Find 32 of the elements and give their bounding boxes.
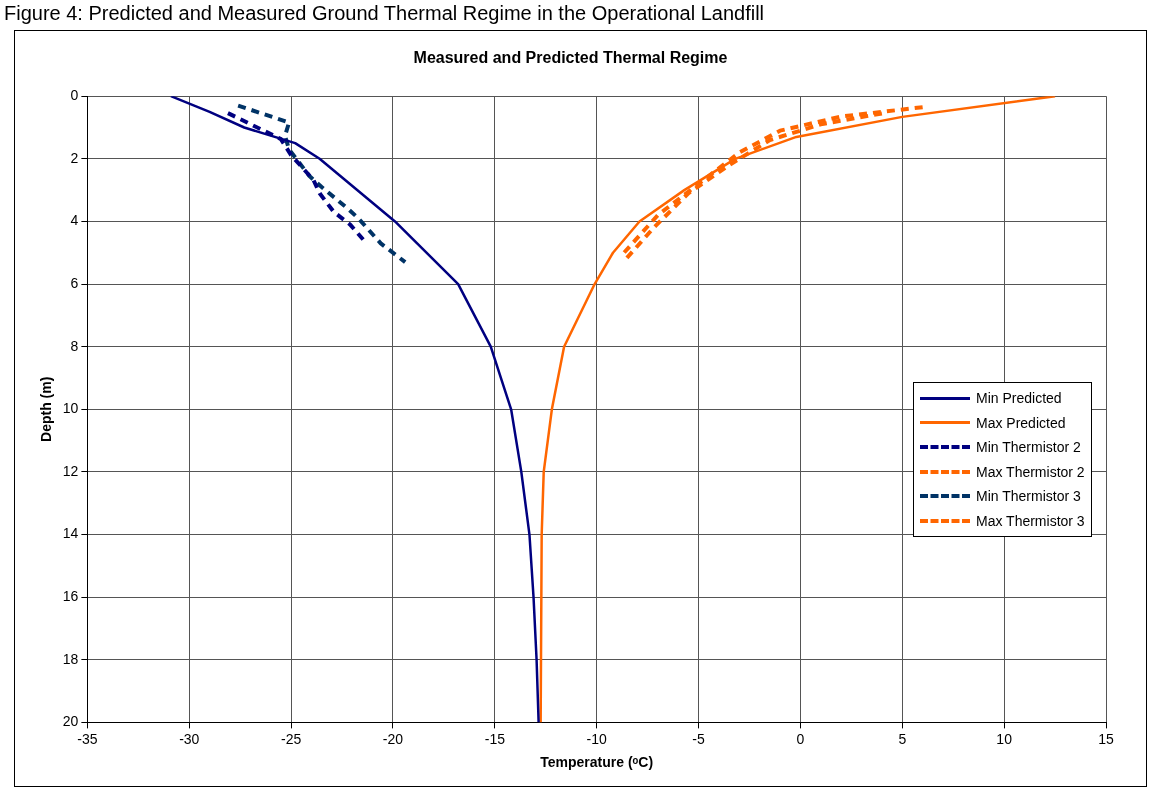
y-tick-label: 14 [62,525,79,542]
x-tick-label: -25 [280,730,302,747]
x-tick-label: -5 [692,730,705,747]
x-tick-label: -35 [77,730,98,747]
y-tick-label: 12 [62,462,79,479]
legend-label: Max Predicted [976,414,1066,431]
chart-subtitle: Measured and Predicted Thermal Regime [413,49,728,67]
legend-label: Min Predicted [976,390,1062,407]
legend-label: Max Thermistor 2 [976,463,1085,480]
y-tick-label: 0 [70,87,79,104]
y-tick-label: 10 [62,400,79,417]
y-tick-label: 18 [62,650,79,667]
x-tick-label: -30 [179,730,200,747]
y-tick-label: 4 [70,212,79,229]
y-tick-label: 6 [70,274,79,291]
legend-label: Max Thermistor 3 [976,512,1085,529]
y-tick-label: 20 [62,713,79,730]
y-axis-title: Depth (m) [38,376,55,442]
x-tick-label: -15 [484,730,506,747]
legend-label: Min Thermistor 2 [976,439,1081,456]
y-tick-label: 8 [70,337,79,354]
chart-title: Figure 4: Predicted and Measured Ground Thermal Regime in the Operational Landfill [4,2,765,25]
x-tick-label: 5 [898,730,907,747]
y-tick-label: 16 [62,588,79,605]
x-tick-label: 10 [996,730,1013,747]
y-tick-label: 2 [70,149,79,166]
x-tick-label: -10 [586,730,608,747]
x-tick-label: -20 [382,730,404,747]
x-tick-label: 15 [1098,730,1114,747]
x-axis-title: Temperature (ᵒC) [540,754,654,771]
legend-label: Min Thermistor 3 [976,488,1081,505]
x-tick-label: 0 [796,730,805,747]
